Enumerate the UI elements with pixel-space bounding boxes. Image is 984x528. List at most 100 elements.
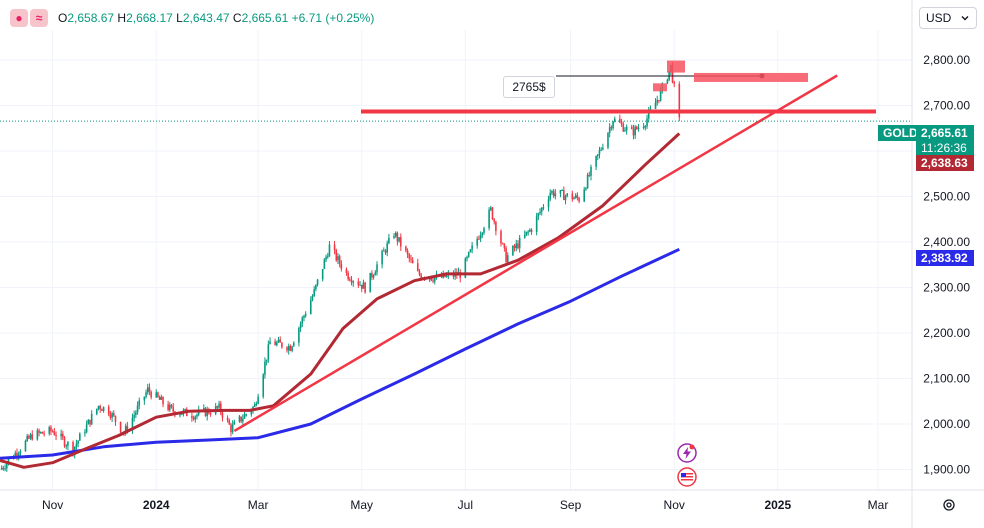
symbol-logo[interactable]: ● ≈ (10, 9, 48, 27)
candle-body (405, 246, 407, 251)
candle-body (2, 467, 5, 469)
candle-body (517, 243, 519, 249)
ohlc-values: O2,658.67 H2,668.17 L2,643.47 C2,665.61 … (58, 11, 374, 25)
candle-body (349, 279, 351, 281)
candle-body (583, 189, 586, 202)
candle-body (503, 243, 506, 248)
candle-body (530, 229, 533, 232)
y-tick-label: 2,800.00 (923, 53, 970, 67)
candle-body (595, 155, 597, 167)
candle-body (647, 110, 650, 119)
candle-body (39, 431, 42, 433)
candle-body (38, 430, 40, 433)
candle-body (299, 323, 302, 329)
candle-body (133, 415, 135, 418)
candle-body (102, 406, 105, 411)
candle-body (345, 268, 348, 273)
candle-body (620, 122, 623, 125)
candle-body (77, 440, 79, 444)
candle-body (28, 435, 30, 439)
currency-label: USD (926, 11, 952, 25)
candle-body (500, 231, 502, 244)
candle-body (233, 421, 236, 425)
settings-gear-icon[interactable] (941, 497, 957, 513)
candle-body (576, 195, 579, 198)
candle-body (194, 416, 197, 420)
last-price-tag: 2,665.61 (916, 125, 974, 141)
candle-body (262, 374, 265, 397)
candle-body (135, 412, 137, 416)
candle-body (554, 193, 557, 197)
x-tick-label: 2024 (143, 498, 170, 512)
symbol-tag: GOLD (878, 125, 918, 141)
candle-body (613, 118, 616, 122)
candle-body (67, 442, 69, 446)
candle-body (372, 275, 375, 278)
candle-body (180, 414, 183, 416)
candle-body (79, 433, 81, 441)
y-tick-label: 2,100.00 (923, 372, 970, 386)
candle-body (321, 268, 324, 280)
candle-body (489, 207, 492, 210)
candle-body (394, 232, 397, 237)
candle-body (371, 272, 373, 278)
x-tick-label: 2025 (764, 498, 791, 512)
candle-body (495, 221, 497, 232)
close-value: 2,665.61 (241, 11, 289, 25)
candle-body (4, 468, 6, 470)
currency-selector[interactable]: USD (919, 7, 977, 29)
candle-body (539, 211, 541, 214)
candle-body (654, 102, 657, 109)
candle-body (678, 83, 681, 118)
candle-body (281, 342, 283, 348)
lightning-event-icon[interactable] (677, 443, 697, 463)
candle-body (84, 432, 86, 434)
candle-body (309, 300, 312, 315)
candle-body (399, 237, 402, 247)
candle-body (602, 147, 604, 150)
candle-body (43, 433, 45, 435)
x-tick-label: Nov (664, 498, 685, 512)
candle-body (99, 405, 101, 410)
candle-body (383, 250, 385, 252)
candle-body (245, 414, 248, 416)
candle-body (26, 435, 28, 441)
candle-body (406, 250, 409, 255)
peak-zone-box-small (653, 83, 667, 92)
y-tick-label: 2,400.00 (923, 235, 970, 249)
candle-body (513, 245, 516, 248)
candle-body (109, 414, 112, 418)
candle-body (96, 408, 98, 415)
candle-body (491, 207, 494, 220)
ma-short-tag: 2,638.63 (916, 155, 974, 171)
target-annotation[interactable]: 2765$ (503, 76, 555, 98)
candle-body (478, 238, 480, 240)
trend-line (233, 74, 838, 432)
candle-body (523, 234, 526, 238)
candle-body (340, 263, 343, 269)
candle-body (219, 403, 222, 413)
candle-body (250, 410, 253, 415)
candle-body (381, 250, 383, 265)
candle-body (257, 396, 259, 404)
candle-body (410, 258, 412, 260)
candle-body (471, 245, 473, 250)
candle-body (525, 231, 528, 235)
candle-body (476, 238, 479, 246)
candle-body (388, 237, 390, 244)
candle-body (637, 127, 640, 129)
candle-body (226, 417, 229, 421)
candle-body (60, 433, 62, 437)
candle-body (274, 341, 276, 346)
candle-body (506, 255, 509, 263)
candle-body (607, 132, 609, 148)
candle-body (622, 124, 625, 132)
candle-body (19, 451, 22, 454)
candle-body (85, 424, 88, 433)
candle-body (143, 396, 146, 401)
candle-body (619, 118, 621, 123)
candle-body (184, 408, 186, 411)
candle-body (126, 425, 129, 431)
us-flag-event-icon[interactable] (677, 467, 697, 487)
